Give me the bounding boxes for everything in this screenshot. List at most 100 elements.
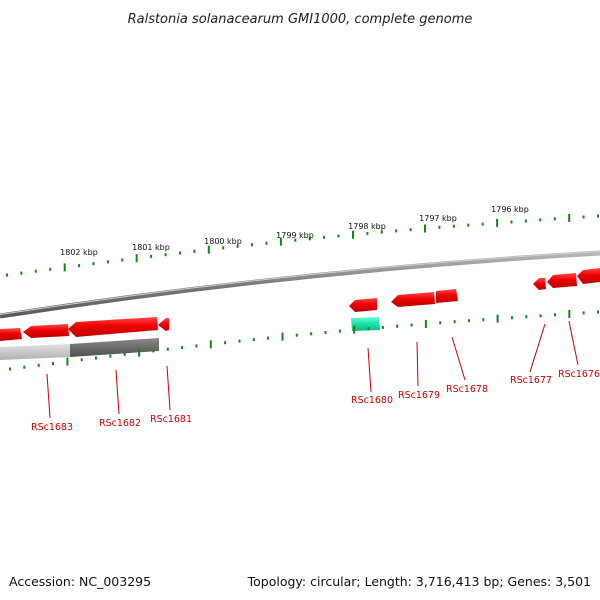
ruler-tick: [251, 243, 253, 247]
ruler-tick: [34, 269, 37, 273]
gene-label[interactable]: RSc1680: [351, 395, 393, 406]
ruler-label: 1798 kbp: [348, 222, 386, 231]
ruler-tick: [539, 314, 542, 318]
gene-arrow-rsc1677[interactable]: [533, 278, 546, 290]
ruler-tick: [166, 347, 169, 351]
gene-label[interactable]: RSc1683: [31, 422, 73, 433]
ruler-tick: [179, 251, 181, 255]
gene-arrow-rsc1681[interactable]: [158, 318, 169, 331]
ruler-tick: [308, 237, 311, 241]
ruler-tick: [597, 214, 599, 218]
ruler-label: 1797 kbp: [419, 214, 457, 223]
ruler-tick: [424, 319, 427, 328]
ruler-tick: [438, 225, 441, 229]
ruler-tick: [511, 316, 513, 320]
ruler-tick: [496, 219, 499, 227]
ruler-tick: [410, 323, 413, 327]
gene-leaders: [46, 320, 579, 419]
ruler-tick: [467, 319, 470, 323]
gene-label[interactable]: RSc1682: [99, 418, 141, 429]
ruler-tick: [481, 222, 484, 226]
ruler-tick: [195, 344, 198, 348]
gene-arrow-rsc1684[interactable]: [0, 328, 22, 341]
ruler-tick: [496, 314, 499, 323]
ruler-tick: [95, 356, 97, 360]
ruler-tick: [324, 331, 327, 334]
ruler-tick: [209, 340, 212, 349]
ruler-tick: [152, 349, 155, 353]
leader-rsc1682: [115, 369, 120, 415]
leader-rsc1681: [166, 365, 171, 411]
ruler-tick: [525, 315, 528, 319]
leader-rsc1676: [568, 320, 579, 366]
gene-arrow-rsc1675[interactable]: [577, 268, 600, 284]
ruler-tick: [281, 332, 284, 341]
leader-rsc1680: [367, 347, 372, 393]
gene-arrow-rsc1680[interactable]: [349, 298, 377, 312]
ruler-tick: [92, 262, 95, 266]
gene-label[interactable]: RSc1679: [398, 390, 440, 401]
ruler-tick: [524, 219, 527, 223]
ruler-tick: [310, 332, 313, 336]
gene-arrow-rsc1682[interactable]: [68, 317, 158, 337]
ruler-tick: [279, 237, 282, 246]
gene-arrow-rsc1683[interactable]: [23, 324, 69, 338]
ruler-label: 1802 kbp: [60, 248, 98, 257]
gene-arrow-rsc1678[interactable]: [436, 289, 458, 303]
ruler-tick: [123, 352, 126, 356]
gene-arrow-rsc1676[interactable]: [547, 273, 577, 288]
genome-backbone-highlight: [0, 251, 600, 315]
ruler-tick: [106, 260, 109, 264]
ruler-labels: 1802 kbp 1801 kbp 1800 kbp 1799 kbp 1798 kbp…: [60, 205, 529, 257]
ruler-tick: [323, 235, 326, 239]
ruler-tick: [181, 346, 184, 349]
ruler-tick: [568, 214, 571, 222]
ruler-tick: [597, 310, 599, 314]
ruler-tick: [63, 263, 66, 272]
gc-band-light: [0, 344, 70, 360]
leader-rsc1677: [529, 323, 546, 373]
ruler-tick: [396, 324, 399, 328]
ruler-label: 1796 kbp: [491, 205, 529, 214]
top-ruler: [6, 214, 599, 277]
ruler-label: 1799 kbp: [276, 231, 314, 240]
rna-feature-rsc1680[interactable]: [351, 317, 380, 331]
genome-backbone: [0, 250, 600, 319]
ruler-tick: [582, 215, 585, 219]
gene-label[interactable]: RSc1676: [558, 369, 600, 380]
ruler-tick: [265, 241, 268, 245]
ruler-tick: [510, 220, 513, 224]
ruler-tick: [424, 224, 426, 233]
gene-label[interactable]: RSc1677: [510, 375, 552, 386]
ruler-tick: [366, 231, 369, 235]
ruler-tick: [66, 357, 69, 366]
ruler-tick: [135, 254, 138, 263]
ruler-tick: [453, 320, 456, 324]
ruler-tick: [439, 321, 442, 325]
gene-features: [0, 268, 600, 341]
bottom-ruler: [9, 309, 599, 371]
ruler-tick: [294, 238, 297, 242]
ruler-tick: [224, 341, 227, 345]
accession-text: Accession: NC_003295: [9, 574, 151, 589]
gene-label[interactable]: RSc1681: [150, 414, 192, 425]
genome-summary-text: Topology: circular; Length: 3,716,413 bp…: [247, 574, 591, 589]
ruler-tick: [138, 348, 141, 357]
ruler-tick: [80, 358, 83, 362]
genome-title: Ralstonia solanacearum GMI1000, complete…: [128, 12, 473, 27]
ruler-tick: [554, 313, 556, 317]
gc-band-dark: [70, 338, 159, 357]
gene-label[interactable]: RSc1678: [446, 384, 488, 395]
ruler-tick: [20, 271, 23, 275]
ruler-tick: [452, 224, 455, 228]
gene-arrow-rsc1679[interactable]: [391, 292, 435, 307]
ruler-tick: [193, 249, 196, 253]
gene-labels: RSc1683 RSc1682 RSc1681 RSc1680 RSc1679 …: [31, 369, 600, 433]
ruler-tick: [150, 254, 153, 258]
ruler-tick: [409, 228, 412, 232]
ruler-tick: [238, 339, 241, 343]
leader-rsc1678: [451, 336, 466, 381]
ruler-tick: [539, 218, 542, 222]
leader-rsc1683: [46, 373, 51, 419]
